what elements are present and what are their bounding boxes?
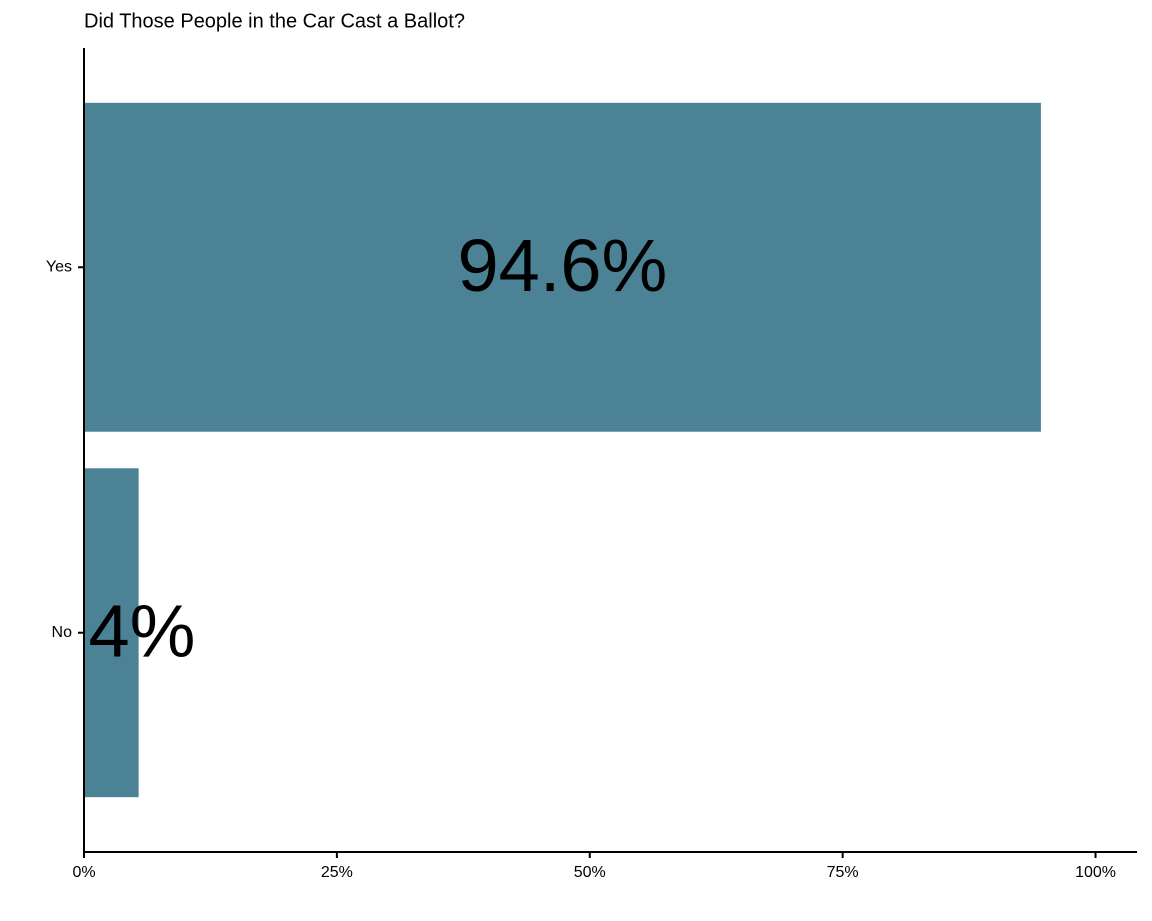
- chart-title: Did Those People in the Car Cast a Ballo…: [84, 10, 465, 32]
- x-tick-label: 100%: [1075, 864, 1116, 881]
- x-tick-label: 0%: [72, 864, 95, 881]
- y-tick-label: Yes: [46, 258, 72, 275]
- x-tick-label: 25%: [321, 864, 353, 881]
- x-tick-label: 75%: [827, 864, 859, 881]
- y-tick-label: No: [52, 624, 73, 641]
- bar-label: 94.6%: [458, 224, 668, 307]
- bar-label: 4%: [89, 589, 196, 672]
- bar: [84, 102, 1041, 432]
- bar: [84, 468, 139, 798]
- x-tick-label: 50%: [574, 864, 606, 881]
